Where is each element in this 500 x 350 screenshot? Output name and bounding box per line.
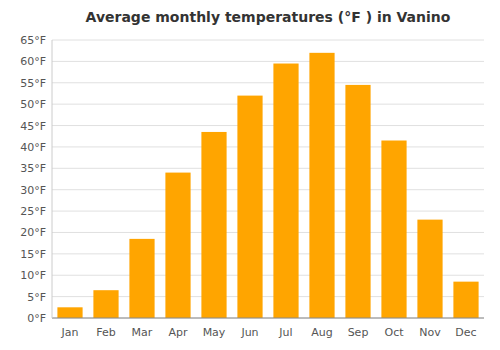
y-axis: 0°F 5°F 10°F 15°F 20°F 25°F 30°F 35°F 40°F 45°F 50…: [20, 34, 484, 325]
y-tick-label: 15°F: [20, 248, 46, 261]
bar: [417, 220, 442, 318]
x-tick-label: Jun: [240, 326, 258, 339]
bar: [453, 282, 478, 318]
y-tick-label: 55°F: [20, 77, 46, 90]
bar: [381, 141, 406, 318]
y-tick-label: 5°F: [27, 291, 46, 304]
x-tick-label: Feb: [96, 326, 115, 339]
bar: [345, 85, 370, 318]
x-tick-label: Oct: [384, 326, 404, 339]
x-tick-label: Sep: [348, 326, 369, 339]
y-tick-label: 35°F: [20, 162, 46, 175]
bar: [129, 239, 154, 318]
grid-line: [52, 168, 484, 169]
y-tick-label: 40°F: [20, 141, 46, 154]
bar: [309, 53, 334, 318]
bar: [57, 307, 82, 318]
chart-container: Average monthly temperatures (°F ) in Va…: [0, 0, 500, 350]
grid-line: [52, 189, 484, 190]
y-tick-label: 25°F: [20, 205, 46, 218]
x-tick-label: May: [203, 326, 226, 339]
grid-line: [52, 104, 484, 105]
bar: [165, 173, 190, 318]
x-tick-label: Nov: [419, 326, 441, 339]
x-tick-label: Jan: [61, 326, 79, 339]
grid-line: [52, 146, 484, 147]
x-axis-line: [52, 318, 484, 319]
chart-svg: Average monthly temperatures (°F ) in Va…: [0, 0, 500, 350]
grid-line: [52, 61, 484, 62]
x-tick-label: Dec: [455, 326, 476, 339]
x-tick-label: Apr: [168, 326, 188, 339]
x-tick-label: Aug: [311, 326, 332, 339]
y-tick-label: 60°F: [20, 55, 46, 68]
grid-line: [52, 318, 484, 319]
y-tick-label: 30°F: [20, 184, 46, 197]
grid-line: [52, 211, 484, 212]
y-tick-label: 45°F: [20, 120, 46, 133]
bar: [93, 290, 118, 318]
grid-line: [52, 125, 484, 126]
y-tick-label: 65°F: [20, 34, 46, 47]
x-tick-label: Jul: [278, 326, 292, 339]
y-tick-label: 10°F: [20, 269, 46, 282]
bars: [57, 53, 478, 318]
y-axis-line: [52, 40, 53, 318]
chart-title: Average monthly temperatures (°F ) in Va…: [86, 9, 451, 25]
bar: [273, 64, 298, 318]
bar: [201, 132, 226, 318]
bar: [237, 96, 262, 318]
y-tick-label: 50°F: [20, 98, 46, 111]
x-axis: Jan Feb Mar Apr May Jun Jul Aug Sep Oct Nov Dec: [61, 326, 477, 339]
grid-line: [52, 40, 484, 41]
y-tick-label: 20°F: [20, 226, 46, 239]
grid-line: [52, 82, 484, 83]
x-tick-label: Mar: [132, 326, 153, 339]
y-tick-label: 0°F: [27, 312, 46, 325]
